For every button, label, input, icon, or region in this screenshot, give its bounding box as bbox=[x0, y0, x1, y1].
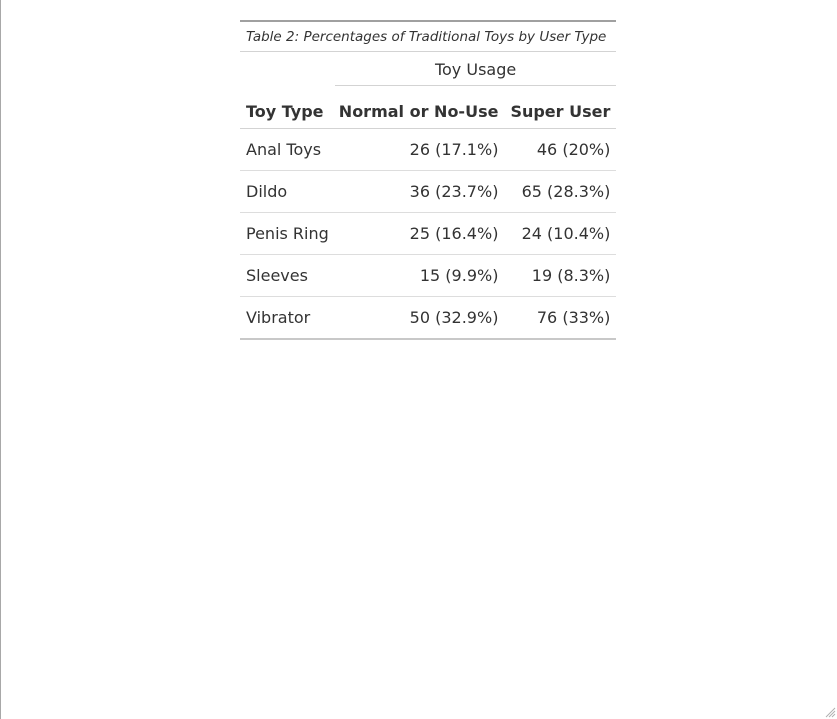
table-row: Dildo 36 (23.7%) 65 (28.3%) bbox=[240, 170, 617, 213]
column-header-row: Toy Type Normal or No-Use Super User bbox=[240, 92, 617, 129]
table-row: Penis Ring 25 (16.4%) 24 (10.4%) bbox=[240, 212, 617, 255]
column-header-super-user: Super User bbox=[504, 92, 617, 129]
super-user-cell: 46 (20%) bbox=[504, 128, 617, 171]
spanner-header: Toy Usage bbox=[334, 52, 617, 92]
super-user-cell: 65 (28.3%) bbox=[504, 170, 617, 213]
super-user-cell: 19 (8.3%) bbox=[504, 254, 617, 297]
normal-use-cell: 25 (16.4%) bbox=[334, 212, 505, 255]
toy-usage-table: Table 2: Percentages of Traditional Toys… bbox=[240, 20, 617, 340]
super-user-cell: 76 (33%) bbox=[504, 296, 617, 340]
table-row: Sleeves 15 (9.9%) 19 (8.3%) bbox=[240, 254, 617, 297]
toy-type-cell: Anal Toys bbox=[240, 128, 335, 171]
resize-grip-icon[interactable] bbox=[824, 706, 836, 718]
spanner-blank-cell bbox=[240, 52, 335, 92]
normal-use-cell: 50 (32.9%) bbox=[334, 296, 505, 340]
normal-use-cell: 26 (17.1%) bbox=[334, 128, 505, 171]
normal-use-cell: 15 (9.9%) bbox=[334, 254, 505, 297]
toy-type-cell: Penis Ring bbox=[240, 212, 335, 255]
table-caption: Table 2: Percentages of Traditional Toys… bbox=[240, 20, 617, 52]
spanner-label: Toy Usage bbox=[334, 60, 617, 86]
normal-use-cell: 36 (23.7%) bbox=[334, 170, 505, 213]
toy-type-cell: Sleeves bbox=[240, 254, 335, 297]
toy-type-cell: Vibrator bbox=[240, 296, 335, 340]
table-row: Vibrator 50 (32.9%) 76 (33%) bbox=[240, 296, 617, 340]
column-header-toy-type: Toy Type bbox=[240, 92, 335, 129]
summary-table-container: Table 2: Percentages of Traditional Toys… bbox=[240, 20, 617, 340]
column-header-normal-or-no-use: Normal or No-Use bbox=[334, 92, 505, 129]
table-row: Anal Toys 26 (17.1%) 46 (20%) bbox=[240, 128, 617, 171]
window-left-border bbox=[0, 0, 1, 719]
super-user-cell: 24 (10.4%) bbox=[504, 212, 617, 255]
toy-type-cell: Dildo bbox=[240, 170, 335, 213]
spanner-header-row: Toy Usage bbox=[240, 52, 617, 92]
